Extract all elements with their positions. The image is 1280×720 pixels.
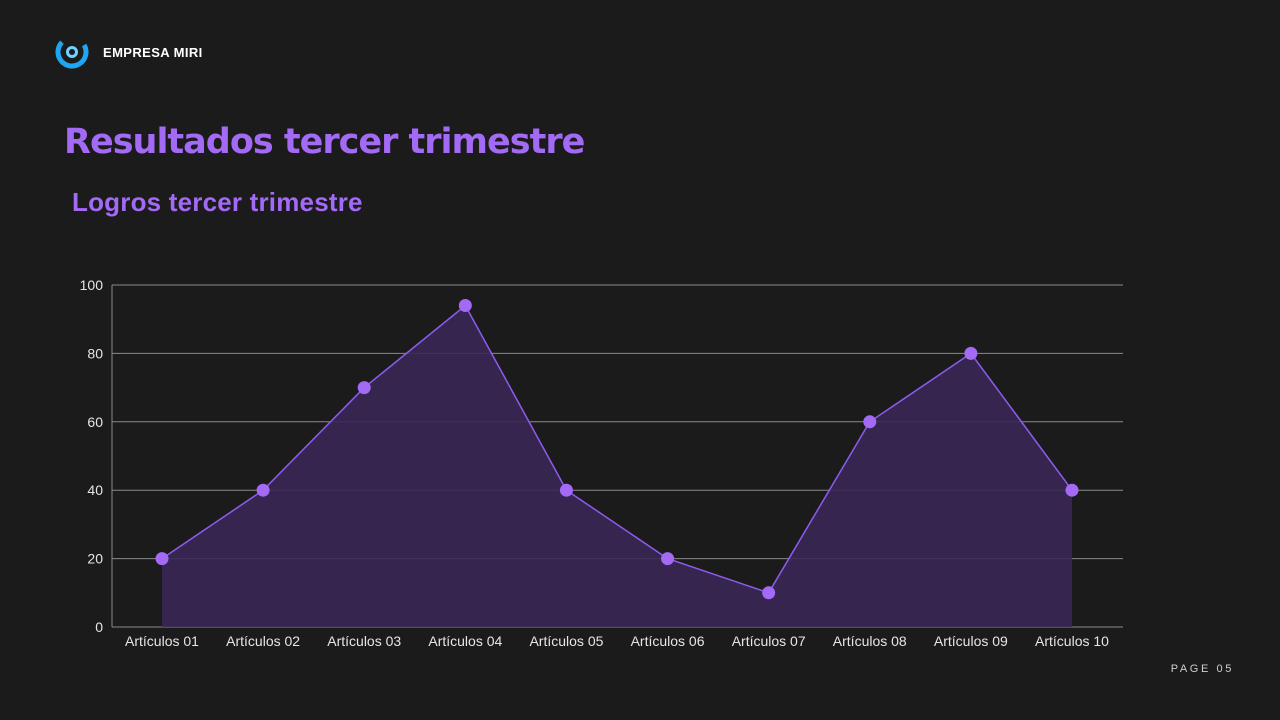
x-tick-label: Artículos 10 <box>1035 633 1109 649</box>
y-tick-label: 100 <box>80 277 104 293</box>
x-tick-label: Artículos 04 <box>428 633 502 649</box>
data-point <box>357 381 371 395</box>
data-point <box>458 299 472 313</box>
page-number: PAGE 05 <box>1170 663 1234 675</box>
data-point <box>661 552 675 566</box>
y-tick-label: 20 <box>87 551 103 567</box>
x-tick-label: Artículos 09 <box>934 633 1008 649</box>
y-tick-label: 60 <box>87 414 103 430</box>
data-point <box>155 552 169 566</box>
y-axis-ticks: 0 20 40 60 80 100 <box>80 277 104 635</box>
area-layer <box>162 305 1072 627</box>
data-point <box>256 483 270 497</box>
x-tick-label: Artículos 08 <box>833 633 907 649</box>
x-tick-label: Artículos 02 <box>226 633 300 649</box>
chart-subtitle: Logros tercer trimestre <box>72 187 363 217</box>
brand: EMPRESA MIRI <box>55 35 203 69</box>
slide-title: Resultados tercer trimestre <box>64 122 585 162</box>
marker-layer <box>155 299 1079 600</box>
data-point <box>863 415 877 429</box>
line-layer <box>161 304 1073 594</box>
data-point <box>1065 483 1079 497</box>
x-tick-label: Artículos 06 <box>631 633 705 649</box>
circular-swirl-logo-icon <box>55 35 89 69</box>
data-point <box>964 346 978 360</box>
brand-name: EMPRESA MIRI <box>103 44 203 60</box>
x-axis-ticks: Artículos 01 Artículos 02 Artículos 03 Artí… <box>125 633 1109 649</box>
series-line <box>161 304 1073 594</box>
x-tick-label: Artículos 05 <box>529 633 603 649</box>
y-tick-label: 0 <box>95 619 103 635</box>
y-tick-label: 80 <box>87 345 103 361</box>
series-area <box>162 305 1072 627</box>
x-tick-label: Artículos 07 <box>732 633 806 649</box>
data-point <box>559 483 573 497</box>
x-tick-label: Artículos 01 <box>125 633 199 649</box>
data-point <box>762 586 776 600</box>
y-tick-label: 40 <box>87 482 103 498</box>
x-tick-label: Artículos 03 <box>327 633 401 649</box>
